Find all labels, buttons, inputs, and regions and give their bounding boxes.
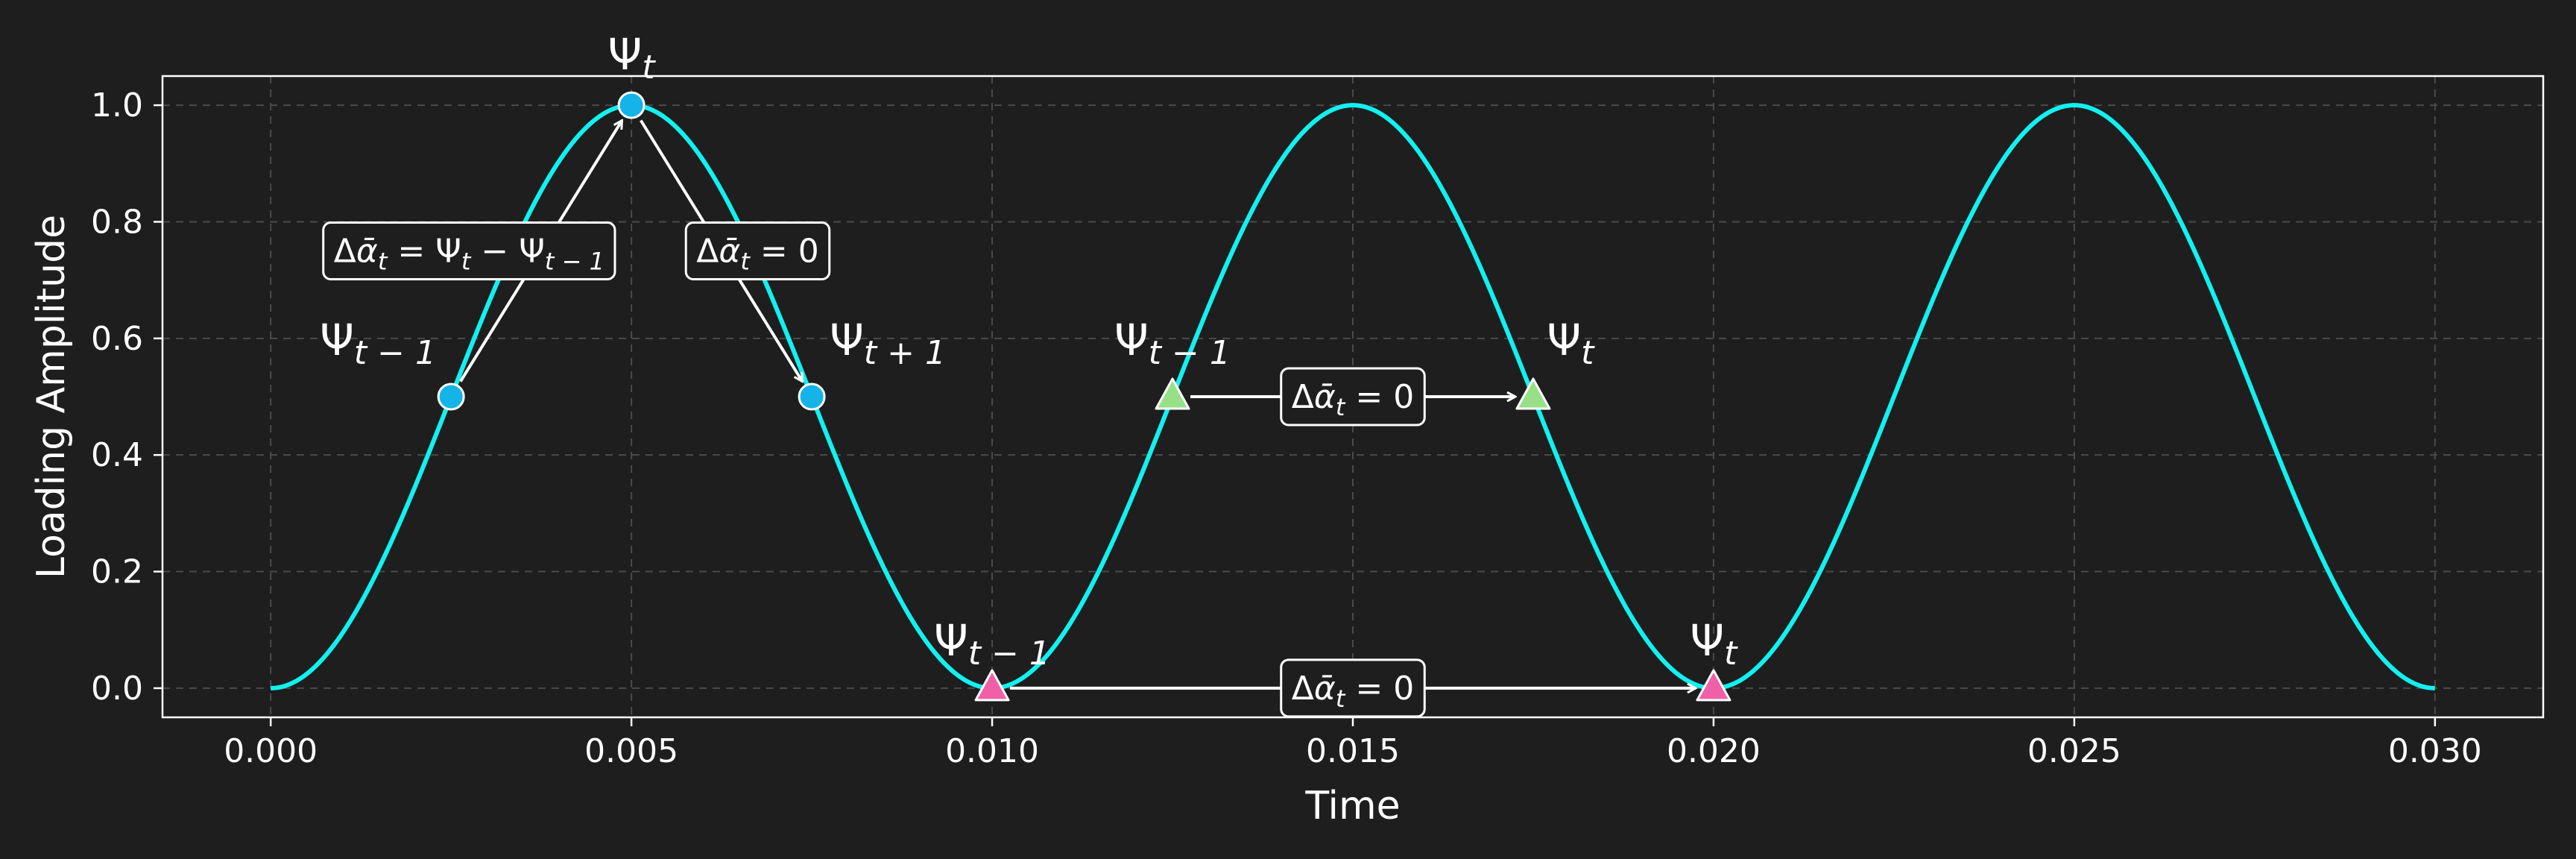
x-axis-label: Time xyxy=(1304,784,1400,828)
annotation-box xyxy=(1280,367,1426,427)
x-tick-label: 0.000 xyxy=(224,732,318,770)
annotation-delta-alpha-diff: Δᾱt = Ψt − Ψt − 1 xyxy=(322,221,616,281)
label-layer: Ψt Ψt − 1 Ψt + 1 Ψt − 1 Ψt Ψt − 1 Ψt xyxy=(320,29,1738,673)
annotation-text: Δᾱt = 0 xyxy=(696,233,819,276)
triangle-pink-psi-t-minus-1 xyxy=(974,669,1010,702)
annotation-layer: Δᾱt = Ψt − Ψt − 1 Δᾱt = 0 Δᾱt = 0 Δᾱt = 0 xyxy=(322,221,1426,718)
annotation-box xyxy=(684,221,831,281)
x-tick-label: 0.015 xyxy=(1306,732,1400,770)
y-axis-label: Loading Amplitude xyxy=(29,215,74,579)
circle-psi-t xyxy=(617,91,645,119)
x-tick-label: 0.005 xyxy=(584,732,678,770)
y-tick-label: 0.4 xyxy=(91,436,143,474)
circle-psi-t-plus-1 xyxy=(798,383,826,411)
label-psi-t-minus-1-mid: Ψt − 1 xyxy=(1114,315,1231,372)
triangle-green-psi-t-minus-1 xyxy=(1155,377,1190,410)
annotation-box xyxy=(322,221,616,281)
x-tick-label: 0.010 xyxy=(945,732,1039,770)
y-tick-label: 0.2 xyxy=(91,553,143,591)
label-psi-t-bottom: Ψt xyxy=(1690,615,1738,673)
x-tick-label: 0.030 xyxy=(2388,732,2482,770)
annotation-delta-alpha-zero-right: Δᾱt = 0 xyxy=(684,221,831,281)
label-psi-t-minus-1-left: Ψt − 1 xyxy=(320,315,436,372)
annotation-delta-alpha-zero-bottom: Δᾱt = 0 xyxy=(1280,658,1426,718)
y-tick-label: 0.8 xyxy=(91,203,143,241)
tick-layer: 0.000 0.005 0.010 0.015 0.020 0.025 0.030 0.0 0.… xyxy=(91,86,2482,770)
triangle-green-psi-t xyxy=(1515,377,1551,410)
label-psi-t-top: Ψt xyxy=(608,29,657,86)
annotation-text: Δᾱt = 0 xyxy=(1292,670,1415,713)
marker-layer xyxy=(437,91,1731,702)
annotation-text: Δᾱt = 0 xyxy=(1292,378,1415,421)
y-tick-label: 1.0 xyxy=(91,86,143,125)
label-psi-t-mid: Ψt xyxy=(1547,315,1596,372)
circle-psi-t-minus-1 xyxy=(437,383,465,411)
label-psi-t-minus-1-bottom: Ψt − 1 xyxy=(934,615,1050,673)
y-tick-label: 0.0 xyxy=(91,670,143,708)
label-psi-t-plus-1: Ψt + 1 xyxy=(830,315,946,372)
annotation-text: Δᾱt = Ψt − Ψt − 1 xyxy=(334,233,604,276)
triangle-pink-psi-t xyxy=(1696,669,1731,702)
x-tick-label: 0.020 xyxy=(1667,732,1761,770)
x-tick-label: 0.025 xyxy=(2027,732,2121,770)
y-tick-label: 0.6 xyxy=(91,320,143,358)
annotation-delta-alpha-zero-mid: Δᾱt = 0 xyxy=(1280,367,1426,427)
